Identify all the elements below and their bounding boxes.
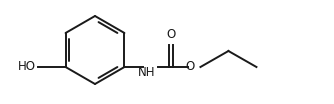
Text: O: O: [167, 28, 176, 41]
Text: NH: NH: [138, 66, 155, 79]
Text: HO: HO: [18, 61, 35, 74]
Text: O: O: [186, 61, 195, 74]
